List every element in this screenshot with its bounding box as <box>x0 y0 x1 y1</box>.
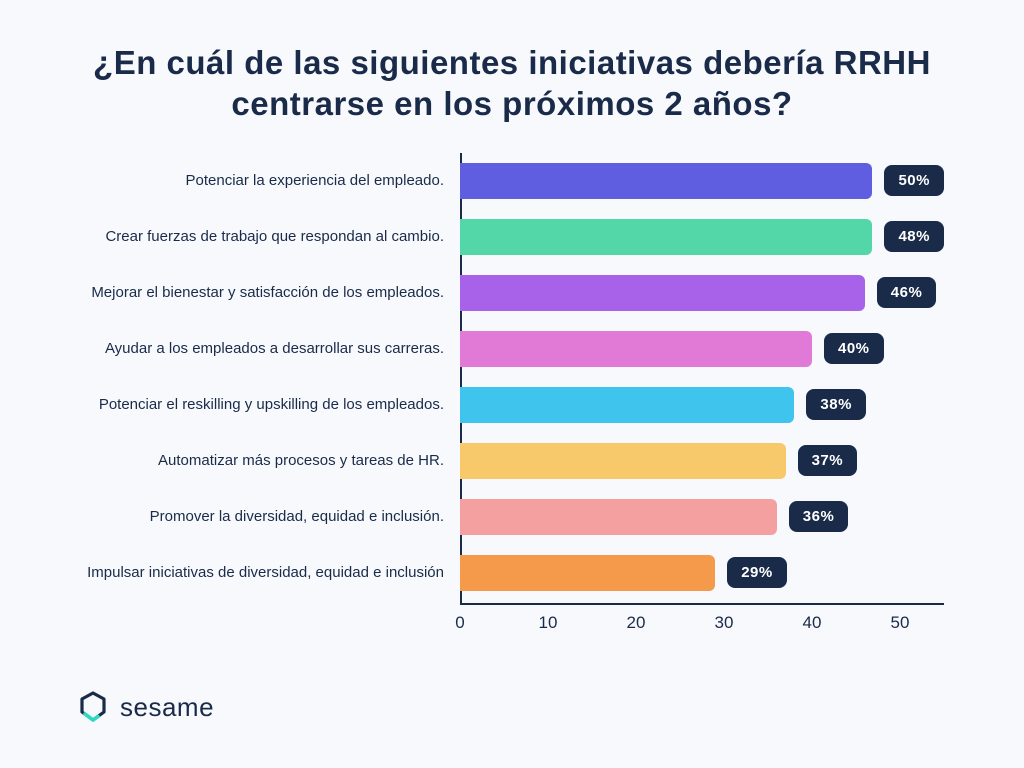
bar <box>460 443 786 479</box>
bar <box>460 387 794 423</box>
bar <box>460 219 872 255</box>
bar <box>460 275 865 311</box>
x-tick: 20 <box>627 613 646 633</box>
bar-row: Crear fuerzas de trabajo que respondan a… <box>80 209 944 265</box>
bar-label: Potenciar el reskilling y upskilling de … <box>80 395 460 415</box>
x-tick: 0 <box>455 613 464 633</box>
bar-label: Crear fuerzas de trabajo que respondan a… <box>80 227 460 247</box>
bar-area: 29% <box>460 545 944 601</box>
bar-area: 38% <box>460 377 944 433</box>
bar-label: Automatizar más procesos y tareas de HR. <box>80 451 460 471</box>
value-badge: 36% <box>789 501 849 532</box>
x-tick: 30 <box>715 613 734 633</box>
bar-row: Mejorar el bienestar y satisfacción de l… <box>80 265 944 321</box>
bar-label: Ayudar a los empleados a desarrollar sus… <box>80 339 460 359</box>
value-badge: 48% <box>884 221 944 252</box>
bar-area: 50% <box>460 153 944 209</box>
value-badge: 37% <box>798 445 858 476</box>
bar-label: Impulsar iniciativas de diversidad, equi… <box>80 563 460 583</box>
chart: Potenciar la experiencia del empleado. 50… <box>80 153 944 637</box>
sesame-logo-icon <box>76 690 110 724</box>
x-tick: 50 <box>891 613 910 633</box>
bar-area: 48% <box>460 209 944 265</box>
value-badge: 40% <box>824 333 884 364</box>
bar-row: Promover la diversidad, equidad e inclus… <box>80 489 944 545</box>
value-badge: 46% <box>877 277 937 308</box>
bar-row: Ayudar a los empleados a desarrollar sus… <box>80 321 944 377</box>
bar-row: Potenciar el reskilling y upskilling de … <box>80 377 944 433</box>
bar-label: Mejorar el bienestar y satisfacción de l… <box>80 283 460 303</box>
brand-name: sesame <box>120 692 214 723</box>
bar-area: 37% <box>460 433 944 489</box>
value-badge: 38% <box>806 389 866 420</box>
bar-label: Potenciar la experiencia del empleado. <box>80 171 460 191</box>
bar-label: Promover la diversidad, equidad e inclus… <box>80 507 460 527</box>
bar-area: 36% <box>460 489 944 545</box>
bar <box>460 555 715 591</box>
bar <box>460 163 872 199</box>
x-axis-ticks: 01020304050 <box>460 601 944 637</box>
chart-rows: Potenciar la experiencia del empleado. 50… <box>80 153 944 601</box>
bar-row: Automatizar más procesos y tareas de HR.… <box>80 433 944 489</box>
chart-title: ¿En cuál de las siguientes iniciativas d… <box>0 0 1024 125</box>
bar-area: 46% <box>460 265 944 321</box>
bar-row: Impulsar iniciativas de diversidad, equi… <box>80 545 944 601</box>
x-tick: 40 <box>803 613 822 633</box>
value-badge: 29% <box>727 557 787 588</box>
bar-area: 40% <box>460 321 944 377</box>
value-badge: 50% <box>884 165 944 196</box>
bar <box>460 499 777 535</box>
brand-logo: sesame <box>76 690 214 724</box>
bar-row: Potenciar la experiencia del empleado. 50… <box>80 153 944 209</box>
bar <box>460 331 812 367</box>
x-tick: 10 <box>539 613 558 633</box>
